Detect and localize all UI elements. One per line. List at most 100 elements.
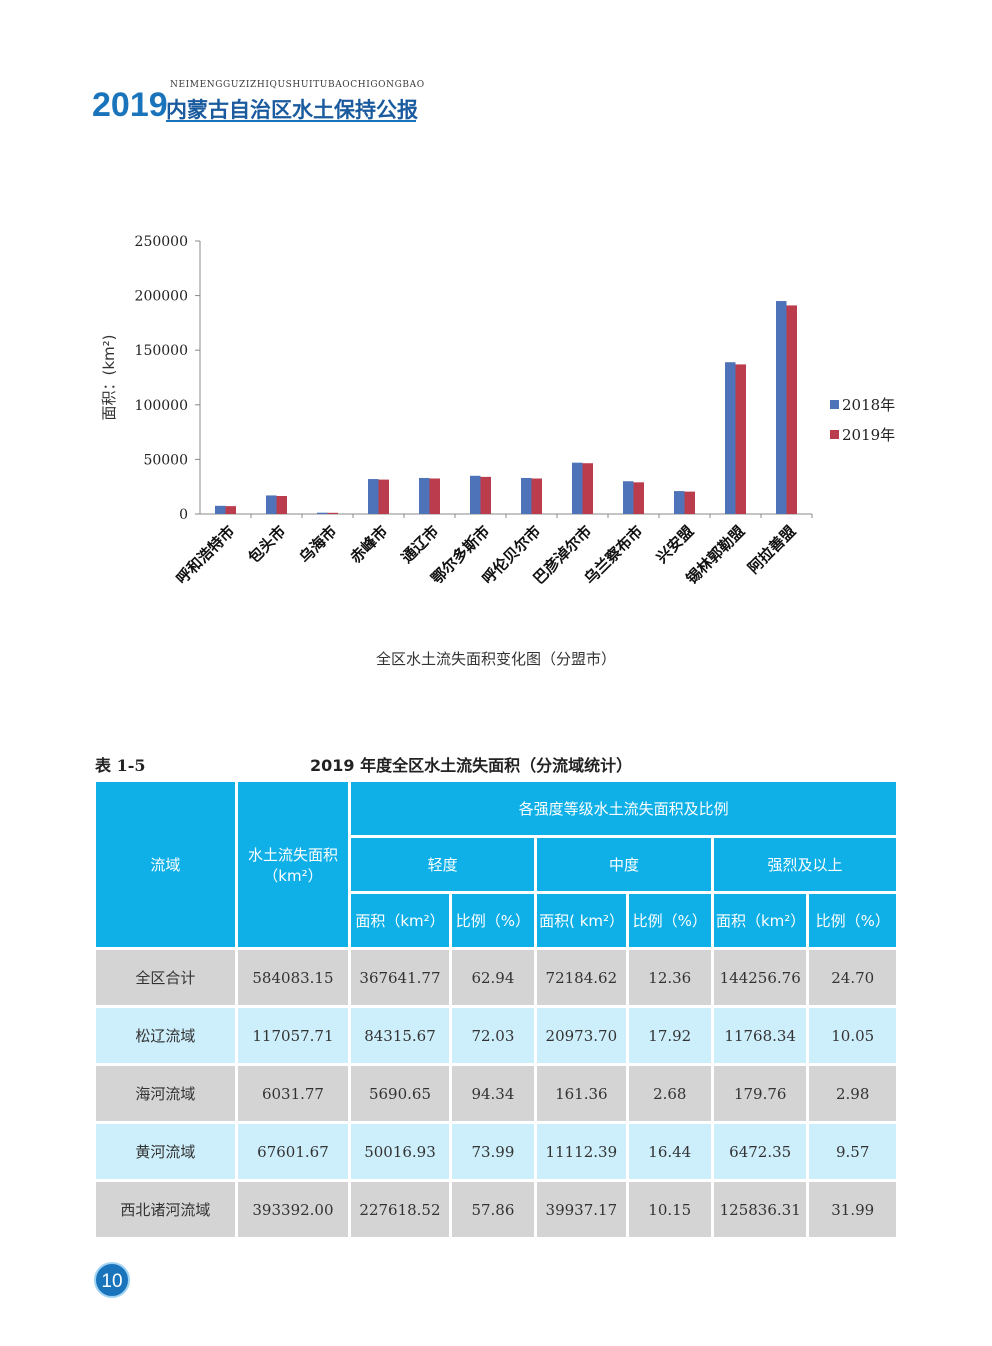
bar-chart: 0 50000 100000 150000 200000 250000 面积：(km²) 呼和… bbox=[100, 234, 895, 588]
cell-medium-ratio: 16.44 bbox=[628, 1124, 711, 1179]
cell-light-ratio: 72.03 bbox=[451, 1008, 535, 1063]
bar-series2 bbox=[735, 364, 746, 514]
bar-series2 bbox=[378, 479, 389, 514]
bar-series1 bbox=[521, 477, 532, 514]
table-label: 表 1-5 bbox=[95, 756, 146, 775]
bar-series2 bbox=[786, 305, 797, 514]
y-tick-label: 0 bbox=[179, 507, 188, 523]
bar-series1 bbox=[572, 462, 583, 514]
header-severe-ratio: 比例（%） bbox=[809, 894, 896, 947]
cell-light-ratio: 57.86 bbox=[451, 1182, 535, 1237]
cell-severe-area: 125836.31 bbox=[713, 1182, 807, 1237]
basin-table: 流域 水土流失面积 （km²） 各强度等级水土流失面积及比例 轻度 中度 强烈及… bbox=[93, 779, 899, 1240]
header-severe-area: 面积（km²） bbox=[713, 894, 807, 947]
cell-medium-area: 11112.39 bbox=[537, 1124, 626, 1179]
bar-series1 bbox=[623, 481, 634, 514]
y-axis-label: 面积：(km²) bbox=[100, 334, 118, 420]
bar-series2 bbox=[480, 476, 491, 514]
bar-series2 bbox=[684, 491, 695, 514]
header-year: 2019 bbox=[92, 86, 168, 124]
cell-total: 67601.67 bbox=[237, 1124, 349, 1179]
cell-light-area: 5690.65 bbox=[351, 1066, 449, 1121]
cell-medium-area: 161.36 bbox=[537, 1066, 626, 1121]
page-header: NEIMENGGUZIZHIQUSHUITUBAOCHIGONGBAO 2019… bbox=[92, 80, 425, 128]
x-category-label: 包头市 bbox=[245, 522, 290, 567]
cell-severe-ratio: 31.99 bbox=[809, 1182, 896, 1237]
table-row: 全区合计 584083.15 367641.77 62.94 72184.62 … bbox=[96, 950, 896, 1005]
y-tick-label: 50000 bbox=[143, 452, 188, 468]
x-category-label: 兴安盟 bbox=[653, 522, 698, 567]
cell-light-area: 50016.93 bbox=[351, 1124, 449, 1179]
x-category-label: 阿拉善盟 bbox=[744, 522, 799, 577]
header-underline bbox=[166, 120, 416, 122]
cell-medium-ratio: 2.68 bbox=[628, 1066, 711, 1121]
cell-medium-ratio: 10.15 bbox=[628, 1182, 711, 1237]
y-tick-label: 250000 bbox=[135, 234, 188, 250]
bar-series1 bbox=[725, 362, 736, 514]
bar-series2 bbox=[225, 506, 236, 514]
bar-series2 bbox=[531, 478, 542, 514]
table-row: 松辽流域 117057.71 84315.67 72.03 20973.70 1… bbox=[96, 1008, 896, 1063]
y-tick-label: 200000 bbox=[135, 289, 188, 305]
bar-series1 bbox=[470, 475, 481, 514]
cell-severe-area: 179.76 bbox=[713, 1066, 807, 1121]
header-title: 内蒙古自治区水土保持公报 bbox=[166, 98, 418, 122]
table-title: 2019 年度全区水土流失面积（分流域统计） bbox=[310, 756, 633, 775]
cell-basin: 海河流域 bbox=[96, 1066, 235, 1121]
cell-basin: 西北诸河流域 bbox=[96, 1182, 235, 1237]
bar-series1 bbox=[266, 495, 277, 514]
bar-series2 bbox=[276, 495, 287, 514]
cell-light-ratio: 62.94 bbox=[451, 950, 535, 1005]
table-row: 西北诸河流域 393392.00 227618.52 57.86 39937.1… bbox=[96, 1182, 896, 1237]
bar-series1 bbox=[215, 505, 226, 514]
x-category-label: 呼和浩特市 bbox=[173, 522, 239, 588]
header-medium-area: 面积( km²） bbox=[537, 894, 626, 947]
header-light-area: 面积（km²） bbox=[351, 894, 449, 947]
cell-severe-area: 11768.34 bbox=[713, 1008, 807, 1063]
header-light: 轻度 bbox=[351, 838, 535, 891]
cell-light-area: 227618.52 bbox=[351, 1182, 449, 1237]
cell-medium-area: 20973.70 bbox=[537, 1008, 626, 1063]
bar-series2 bbox=[633, 482, 644, 514]
cell-basin: 松辽流域 bbox=[96, 1008, 235, 1063]
table-row: 海河流域 6031.77 5690.65 94.34 161.36 2.68 1… bbox=[96, 1066, 896, 1121]
cell-basin: 黄河流域 bbox=[96, 1124, 235, 1179]
cell-medium-ratio: 17.92 bbox=[628, 1008, 711, 1063]
header-light-ratio: 比例（%） bbox=[451, 894, 535, 947]
legend-swatch bbox=[830, 430, 839, 439]
y-tick-label: 100000 bbox=[135, 398, 188, 414]
cell-total: 6031.77 bbox=[237, 1066, 349, 1121]
cell-medium-ratio: 12.36 bbox=[628, 950, 711, 1005]
header-area-unit: （km²） bbox=[263, 866, 323, 885]
cell-severe-ratio: 2.98 bbox=[809, 1066, 896, 1121]
cell-medium-area: 72184.62 bbox=[537, 950, 626, 1005]
bar-series1 bbox=[317, 512, 328, 514]
chart-caption: 全区水土流失面积变化图（分盟市） bbox=[375, 650, 616, 668]
header-basin: 流域 bbox=[96, 782, 235, 947]
cell-medium-area: 39937.17 bbox=[537, 1182, 626, 1237]
header-pinyin: NEIMENGGUZIZHIQUSHUITUBAOCHIGONGBAO bbox=[170, 80, 425, 90]
cell-severe-ratio: 24.70 bbox=[809, 950, 896, 1005]
cell-severe-area: 144256.76 bbox=[713, 950, 807, 1005]
bar-series1 bbox=[674, 491, 685, 514]
header-grades: 各强度等级水土流失面积及比例 bbox=[351, 782, 896, 835]
header-area: 水土流失面积 （km²） bbox=[237, 782, 349, 947]
header-medium-ratio: 比例（%） bbox=[628, 894, 711, 947]
table-row: 黄河流域 67601.67 50016.93 73.99 11112.39 16… bbox=[96, 1124, 896, 1179]
cell-total: 584083.15 bbox=[237, 950, 349, 1005]
bar-series2 bbox=[327, 512, 338, 514]
bar-series1 bbox=[776, 301, 787, 514]
bar-series1 bbox=[419, 477, 430, 514]
cell-severe-ratio: 9.57 bbox=[809, 1124, 896, 1179]
x-category-label: 赤峰市 bbox=[347, 522, 392, 567]
cell-light-ratio: 94.34 bbox=[451, 1066, 535, 1121]
bar-series2 bbox=[582, 463, 593, 514]
header-severe: 强烈及以上 bbox=[713, 838, 896, 891]
x-category-label: 通辽市 bbox=[398, 522, 443, 567]
bar-series1 bbox=[368, 479, 379, 514]
cell-basin: 全区合计 bbox=[96, 950, 235, 1005]
y-tick-label: 150000 bbox=[135, 343, 188, 359]
cell-severe-area: 6472.35 bbox=[713, 1124, 807, 1179]
legend-swatch bbox=[830, 400, 839, 409]
cell-severe-ratio: 10.05 bbox=[809, 1008, 896, 1063]
